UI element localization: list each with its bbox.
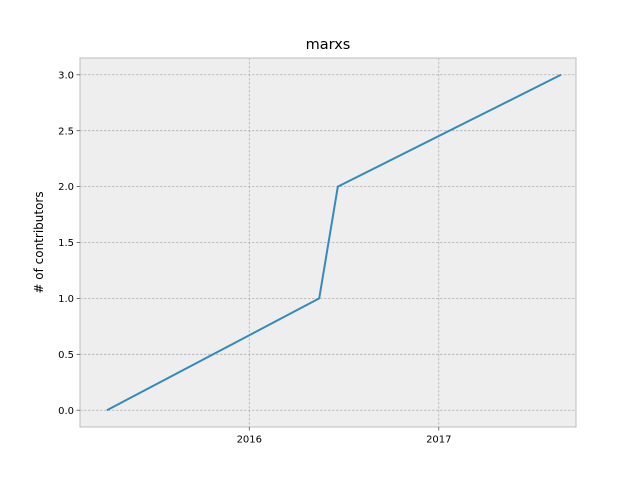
x-axis: 2016 2017	[237, 427, 452, 446]
y-axis-label: # of contributors	[32, 191, 46, 293]
x-tick-label: 2016	[237, 435, 262, 446]
series-line	[106, 73, 562, 412]
x-tick-label: 2017	[426, 435, 451, 446]
y-tick-label: 2.5	[58, 126, 74, 137]
chart-title: marxs	[306, 37, 351, 53]
y-tick-label: 1.0	[58, 294, 74, 305]
y-axis: 0.0 0.5 1.0 1.5 2.0 2.5 3.0	[58, 70, 80, 417]
y-tick-label: 0.0	[58, 406, 74, 417]
series-group	[106, 73, 562, 412]
y-tick-label: 0.5	[58, 350, 74, 361]
y-tick-label: 3.0	[58, 70, 74, 81]
y-tick-label: 2.0	[58, 182, 74, 193]
y-tick-label: 1.5	[58, 238, 74, 249]
